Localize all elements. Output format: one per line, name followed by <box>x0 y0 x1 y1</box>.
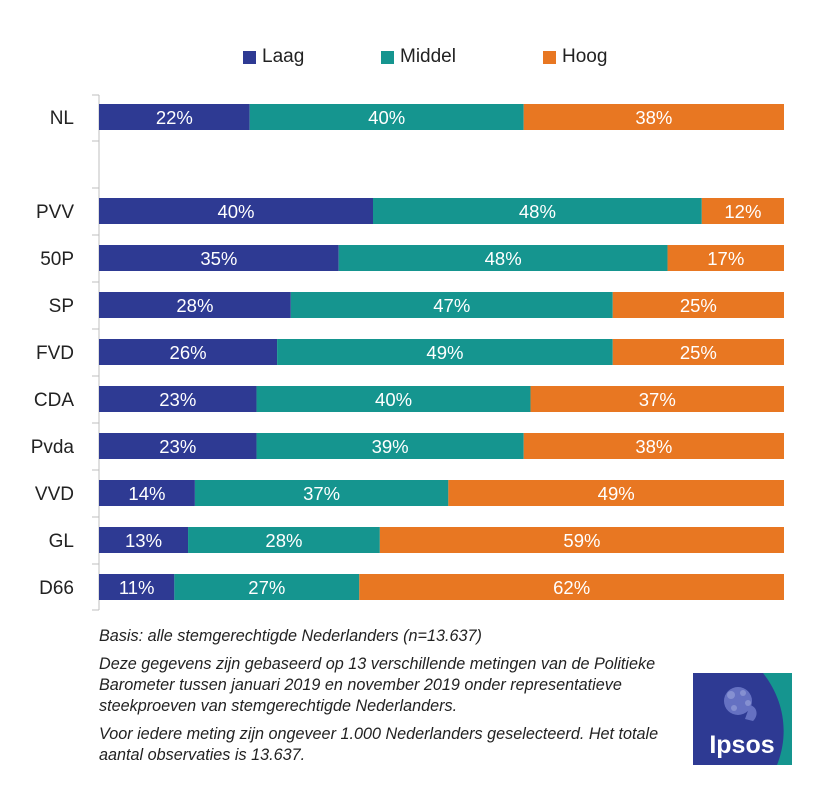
bar-segment-middel <box>373 198 702 224</box>
data-label: 12% <box>724 201 761 222</box>
data-label: 40% <box>217 201 254 222</box>
legend-label-middel: Middel <box>400 46 456 67</box>
bar-segment-middel <box>256 433 524 459</box>
bar-segment-hoog <box>701 198 784 224</box>
data-label: 38% <box>635 436 672 457</box>
data-label: 11% <box>119 577 155 598</box>
data-label: 48% <box>519 201 556 222</box>
bar-segment-middel <box>249 104 524 130</box>
bar-segment-laag <box>99 245 339 271</box>
bar-segment-hoog <box>523 104 784 130</box>
logo-wordmark: Ipsos <box>709 731 774 759</box>
chart-legend: Laag Middel Hoog <box>0 46 813 72</box>
data-label: 28% <box>265 530 302 551</box>
bar-segment-laag <box>99 339 278 365</box>
bar-segment-hoog <box>530 386 784 412</box>
stacked-bar-chart: NL 22% 40% 38% PVV 40% 48% 12% 50P 35% 48% 17% SP 28%… <box>31 94 784 611</box>
category-label: FVD <box>36 343 74 364</box>
data-label: 35% <box>200 248 237 269</box>
bar-segment-hoog <box>359 574 784 600</box>
bar-segment-middel <box>256 386 531 412</box>
category-label: D66 <box>39 578 74 599</box>
data-label: 23% <box>159 436 196 457</box>
category-label: VVD <box>35 484 74 505</box>
category-label: Pvda <box>31 437 75 458</box>
bar-segment-laag <box>99 386 257 412</box>
data-label: 49% <box>426 342 463 363</box>
data-label: 49% <box>598 483 635 504</box>
bar-segment-hoog <box>448 480 784 506</box>
bar-segment-laag <box>99 198 373 224</box>
bar-segment-hoog <box>379 527 784 553</box>
data-label: 40% <box>368 107 405 128</box>
data-label: 27% <box>248 577 285 598</box>
legend-item-middel: Middel <box>381 46 456 68</box>
data-label: 39% <box>372 436 409 457</box>
bar-segment-laag <box>99 433 257 459</box>
ipsos-logo: Ipsos <box>693 673 792 765</box>
bar-segment-middel <box>277 339 613 365</box>
category-label: SP <box>49 296 74 317</box>
data-label: 28% <box>176 295 213 316</box>
category-label: NL <box>50 108 74 129</box>
note-methodology: Deze gegevens zijn gebaseerd op 13 versc… <box>99 655 656 715</box>
legend-swatch-laag <box>243 50 256 64</box>
data-label: 25% <box>680 342 717 363</box>
note-observations: Voor iedere meting zijn ongeveer 1.000 N… <box>99 725 659 764</box>
bar-segment-middel <box>338 245 668 271</box>
data-label: 48% <box>485 248 522 269</box>
bar-segment-middel <box>194 480 449 506</box>
category-label: CDA <box>34 390 74 411</box>
data-label: 47% <box>433 295 470 316</box>
data-label: 26% <box>170 342 207 363</box>
bar-segment-middel <box>174 574 360 600</box>
data-label: 37% <box>639 389 676 410</box>
legend-item-laag: Laag <box>243 46 304 68</box>
data-label: 37% <box>303 483 340 504</box>
note-basis: Basis: alle stemgerechtigde Nederlanders… <box>99 627 482 645</box>
data-label: 59% <box>563 530 600 551</box>
data-label: 40% <box>375 389 412 410</box>
legend-item-hoog: Hoog <box>543 46 607 68</box>
legend-label-laag: Laag <box>262 46 305 67</box>
category-label: 50P <box>40 249 74 270</box>
bar-segment-laag <box>99 292 291 318</box>
bar-segment-laag <box>99 527 189 553</box>
bar-segment-middel <box>188 527 380 553</box>
bar-segment-hoog <box>667 245 784 271</box>
bar-segment-laag <box>99 104 250 130</box>
data-label: 13% <box>125 530 162 551</box>
data-label: 25% <box>680 295 717 316</box>
data-label: 62% <box>553 577 590 598</box>
legend-swatch-hoog <box>543 50 556 64</box>
legend-label-hoog: Hoog <box>562 46 608 67</box>
bar-segment-hoog <box>612 339 784 365</box>
bar-segment-middel <box>290 292 613 318</box>
bar-segment-laag <box>99 480 195 506</box>
category-label: GL <box>49 531 74 552</box>
chart-notes: Basis: alle stemgerechtigde Nederlanders… <box>99 626 679 773</box>
bar-segment-hoog <box>612 292 784 318</box>
bar-segment-laag <box>99 574 175 600</box>
legend-swatch-middel <box>381 50 394 64</box>
data-label: 23% <box>159 389 196 410</box>
data-label: 17% <box>707 248 744 269</box>
data-label: 22% <box>156 107 193 128</box>
bar-segment-hoog <box>523 433 784 459</box>
data-label: 14% <box>128 483 165 504</box>
category-label: PVV <box>36 202 74 223</box>
data-label: 38% <box>635 107 672 128</box>
